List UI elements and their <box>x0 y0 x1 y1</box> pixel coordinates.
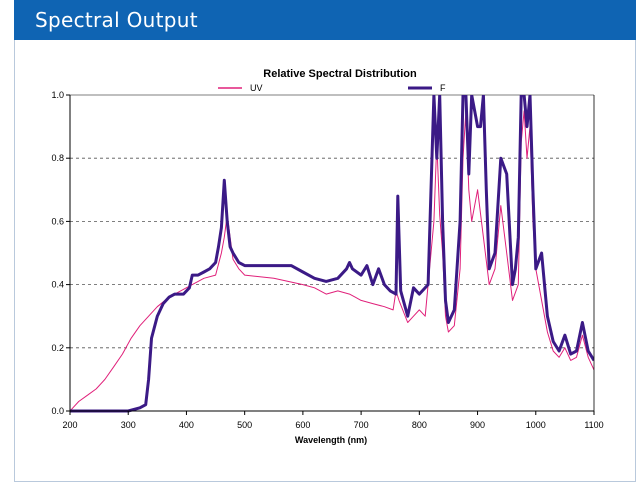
y-tick-label: 0.2 <box>51 343 64 353</box>
x-axis-label: Wavelength (nm) <box>295 435 367 445</box>
axes <box>66 94 595 415</box>
y-tick-label: 0.0 <box>51 406 64 416</box>
series-layer <box>70 95 594 413</box>
y-tick-label: 0.6 <box>51 216 64 226</box>
x-tick-label: 900 <box>470 420 485 430</box>
x-tick-label: 500 <box>237 420 252 430</box>
x-tick-label: 300 <box>121 420 136 430</box>
legend: UV F <box>218 83 446 93</box>
x-tick-label: 400 <box>179 420 194 430</box>
x-tick-label: 1000 <box>526 420 546 430</box>
y-tick-label: 1.0 <box>51 90 64 100</box>
tick-labels: 0.0 0.2 0.4 0.6 0.8 1.0 200 300 400 500 600 700 800 9… <box>51 90 603 430</box>
series-line-f <box>70 95 594 413</box>
series-line-uv <box>70 110 594 412</box>
x-tick-label: 600 <box>295 420 310 430</box>
grid <box>70 94 594 349</box>
y-tick-label: 0.4 <box>51 280 64 290</box>
chart-frame <box>14 40 636 482</box>
x-tick-label: 700 <box>354 420 369 430</box>
x-tick-label: 800 <box>412 420 427 430</box>
legend-label-uv: UV <box>250 83 263 93</box>
header-bar: Spectral Output <box>14 0 636 40</box>
y-tick-label: 0.8 <box>51 153 64 163</box>
page-title: Spectral Output <box>35 8 198 32</box>
x-tick-label: 200 <box>62 420 77 430</box>
legend-label-f: F <box>440 83 446 93</box>
x-tick-label: 1100 <box>584 420 603 430</box>
chart-title: Relative Spectral Distribution <box>263 68 417 80</box>
